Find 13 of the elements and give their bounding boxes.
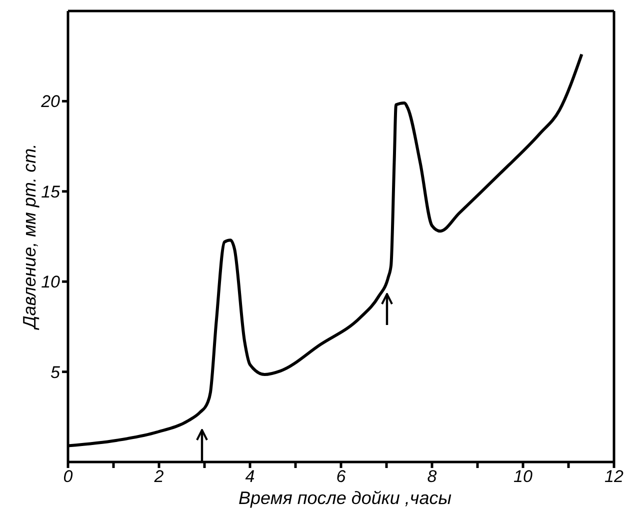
x-tick-label: 2 bbox=[153, 467, 164, 486]
x-tick-label: 8 bbox=[427, 467, 438, 486]
x-tick-label: 10 bbox=[514, 467, 533, 486]
x-tick-label: 12 bbox=[604, 467, 624, 486]
y-tick-label: 10 bbox=[41, 272, 61, 292]
x-tick-label: 6 bbox=[336, 467, 346, 486]
x-tick-label: 0 bbox=[63, 467, 74, 486]
x-axis-title: Время после дойки ,часы bbox=[238, 488, 452, 509]
y-axis-title: Давление, мм рт. ст. bbox=[20, 144, 40, 328]
y-tick-label: 20 bbox=[40, 92, 61, 112]
y-tick-label: 15 bbox=[41, 182, 61, 202]
x-tick-label: 4 bbox=[245, 467, 255, 486]
y-tick-label: 5 bbox=[50, 362, 61, 382]
